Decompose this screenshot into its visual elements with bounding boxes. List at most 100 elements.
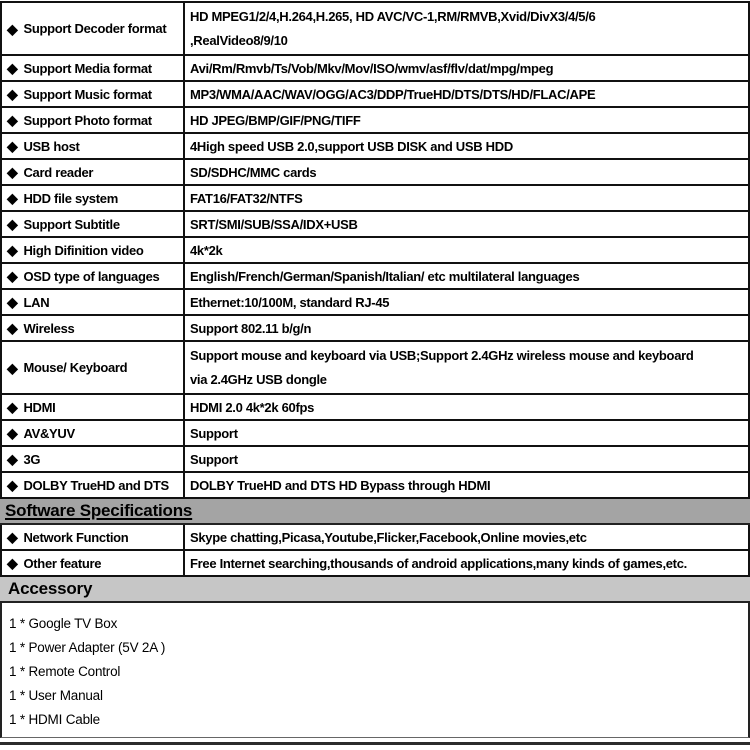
- spec-label-cell: ◆ USB host: [2, 134, 185, 158]
- table-row: ◆ USB host 4High speed USB 2.0,support U…: [2, 134, 748, 160]
- spec-label-cell: ◆ HDMI: [2, 395, 185, 419]
- spec-label-cell: ◆ Support Decoder format: [2, 3, 185, 54]
- table-row: ◆ Support Media format Avi/Rm/Rmvb/Ts/Vo…: [2, 56, 748, 82]
- spec-label: 3G: [23, 451, 41, 467]
- spec-value: Support: [190, 451, 238, 467]
- table-row: ◆ AV&YUV Support: [2, 421, 748, 447]
- spec-label-cell: ◆ HDD file system: [2, 186, 185, 210]
- diamond-bullet-icon: ◆: [7, 216, 18, 232]
- spec-label-cell: ◆ Other feature: [2, 551, 185, 575]
- accessory-list-item: 1 * Power Adapter (5V 2A ): [9, 640, 166, 655]
- hardware-spec-table: ◆ Support Decoder format HD MPEG1/2/4,H.…: [0, 1, 750, 499]
- table-row: ◆ Support Decoder format HD MPEG1/2/4,H.…: [2, 3, 748, 56]
- spec-label: Other feature: [23, 555, 102, 571]
- spec-value: Avi/Rm/Rmvb/Ts/Vob/Mkv/Mov/ISO/wmv/asf/f…: [190, 60, 554, 76]
- table-row: ◆ OSD type of languages English/French/G…: [2, 264, 748, 290]
- spec-label: AV&YUV: [23, 425, 75, 441]
- table-row: ◆ Support Subtitle SRT/SMI/SUB/SSA/IDX+U…: [2, 212, 748, 238]
- spec-label-cell: ◆ LAN: [2, 290, 185, 314]
- diamond-bullet-icon: ◆: [7, 190, 18, 206]
- spec-label-cell: ◆ Wireless: [2, 316, 185, 340]
- diamond-bullet-icon: ◆: [7, 399, 18, 415]
- spec-label: HDD file system: [23, 190, 118, 206]
- spec-label-cell: ◆ Support Music format: [2, 82, 185, 106]
- spec-label: Support Media format: [23, 60, 152, 76]
- spec-label: OSD type of languages: [23, 268, 160, 284]
- spec-value: Support mouse and keyboard via USB;Suppo…: [190, 347, 694, 387]
- spec-value: DOLBY TrueHD and DTS HD Bypass through H…: [190, 477, 491, 493]
- diamond-bullet-icon: ◆: [7, 477, 18, 493]
- diamond-bullet-icon: ◆: [7, 20, 18, 37]
- table-row: ◆ DOLBY TrueHD and DTS DOLBY TrueHD and …: [2, 473, 748, 499]
- spec-label: Support Subtitle: [23, 216, 120, 232]
- accessory-list-item: 1 * User Manual: [9, 688, 103, 703]
- table-row: ◆ Support Photo format HD JPEG/BMP/GIF/P…: [2, 108, 748, 134]
- spec-label: Network Function: [23, 529, 129, 545]
- table-row: ◆ Mouse/ Keyboard Support mouse and keyb…: [2, 342, 748, 395]
- diamond-bullet-icon: ◆: [7, 529, 18, 545]
- table-row: ◆ 3G Support: [2, 447, 748, 473]
- table-row: ◆ Other feature Free Internet searching,…: [2, 551, 748, 577]
- diamond-bullet-icon: ◆: [7, 60, 18, 76]
- accessory-list-item: 1 * Google TV Box: [9, 616, 118, 631]
- diamond-bullet-icon: ◆: [7, 425, 18, 441]
- spec-value: Free Internet searching,thousands of and…: [190, 555, 687, 571]
- spec-value: MP3/WMA/AAC/WAV/OGG/AC3/DDP/TrueHD/DTS/D…: [190, 86, 596, 102]
- table-row: ◆ Network Function Skype chatting,Picasa…: [2, 525, 748, 551]
- spec-value: English/French/German/Spanish/Italian/ e…: [190, 268, 580, 284]
- spec-label-cell: ◆ Mouse/ Keyboard: [2, 342, 185, 393]
- spec-label-cell: ◆ High Difinition video: [2, 238, 185, 262]
- bottom-border-bar: [0, 742, 750, 745]
- spec-value: 4High speed USB 2.0,support USB DISK and…: [190, 138, 513, 154]
- accessory-title: Accessory: [8, 579, 93, 598]
- spec-value: Support: [190, 425, 238, 441]
- spec-label: Card reader: [23, 164, 94, 180]
- table-row: ◆ LAN Ethernet:10/100M, standard RJ-45: [2, 290, 748, 316]
- spec-value: HD MPEG1/2/4,H.264,H.265, HD AVC/VC-1,RM…: [190, 8, 596, 48]
- diamond-bullet-icon: ◆: [7, 242, 18, 258]
- diamond-bullet-icon: ◆: [7, 112, 18, 128]
- accessory-list-item: 1 * HDMI Cable: [9, 712, 100, 727]
- accessory-list-item: 1 * Remote Control: [9, 664, 121, 679]
- table-row: ◆ Wireless Support 802.11 b/g/n: [2, 316, 748, 342]
- spec-label-cell: ◆ 3G: [2, 447, 185, 471]
- accessory-list: 1 * Google TV Box 1 * Power Adapter (5V …: [0, 603, 750, 738]
- spec-label: Support Decoder format: [23, 21, 167, 36]
- diamond-bullet-icon: ◆: [7, 451, 18, 467]
- spec-label: Support Photo format: [23, 112, 152, 128]
- spec-label-cell: ◆ AV&YUV: [2, 421, 185, 445]
- diamond-bullet-icon: ◆: [7, 555, 18, 571]
- spec-label: USB host: [23, 138, 80, 154]
- spec-label-cell: ◆ Card reader: [2, 160, 185, 184]
- spec-value: HD JPEG/BMP/GIF/PNG/TIFF: [190, 112, 361, 128]
- table-row: ◆ Card reader SD/SDHC/MMC cards: [2, 160, 748, 186]
- diamond-bullet-icon: ◆: [7, 268, 18, 284]
- spec-label-cell: ◆ Support Subtitle: [2, 212, 185, 236]
- spec-label-cell: ◆ Support Media format: [2, 56, 185, 80]
- spec-value: Support 802.11 b/g/n: [190, 320, 312, 336]
- spec-value: Ethernet:10/100M, standard RJ-45: [190, 294, 390, 310]
- diamond-bullet-icon: ◆: [7, 164, 18, 180]
- diamond-bullet-icon: ◆: [7, 359, 18, 376]
- table-row: ◆ HDMI HDMI 2.0 4k*2k 60fps: [2, 395, 748, 421]
- spec-label-cell: ◆ Support Photo format: [2, 108, 185, 132]
- table-row: ◆ HDD file system FAT16/FAT32/NTFS: [2, 186, 748, 212]
- spec-label-cell: ◆ OSD type of languages: [2, 264, 185, 288]
- spec-label: Wireless: [23, 320, 75, 336]
- accessory-header: Accessory: [0, 577, 750, 603]
- spec-label: Support Music format: [23, 86, 152, 102]
- spec-value: 4k*2k: [190, 242, 223, 258]
- table-row: ◆ High Difinition video 4k*2k: [2, 238, 748, 264]
- spec-label: HDMI: [23, 399, 56, 415]
- spec-label: Mouse/ Keyboard: [23, 360, 128, 375]
- spec-value: HDMI 2.0 4k*2k 60fps: [190, 399, 315, 415]
- diamond-bullet-icon: ◆: [7, 320, 18, 336]
- software-specifications-title: Software Specifications: [5, 501, 193, 520]
- spec-label-cell: ◆ Network Function: [2, 525, 185, 549]
- spec-label: High Difinition video: [23, 242, 144, 258]
- software-spec-table: ◆ Network Function Skype chatting,Picasa…: [0, 525, 750, 577]
- spec-label: DOLBY TrueHD and DTS: [23, 477, 169, 493]
- diamond-bullet-icon: ◆: [7, 138, 18, 154]
- spec-value: FAT16/FAT32/NTFS: [190, 190, 303, 206]
